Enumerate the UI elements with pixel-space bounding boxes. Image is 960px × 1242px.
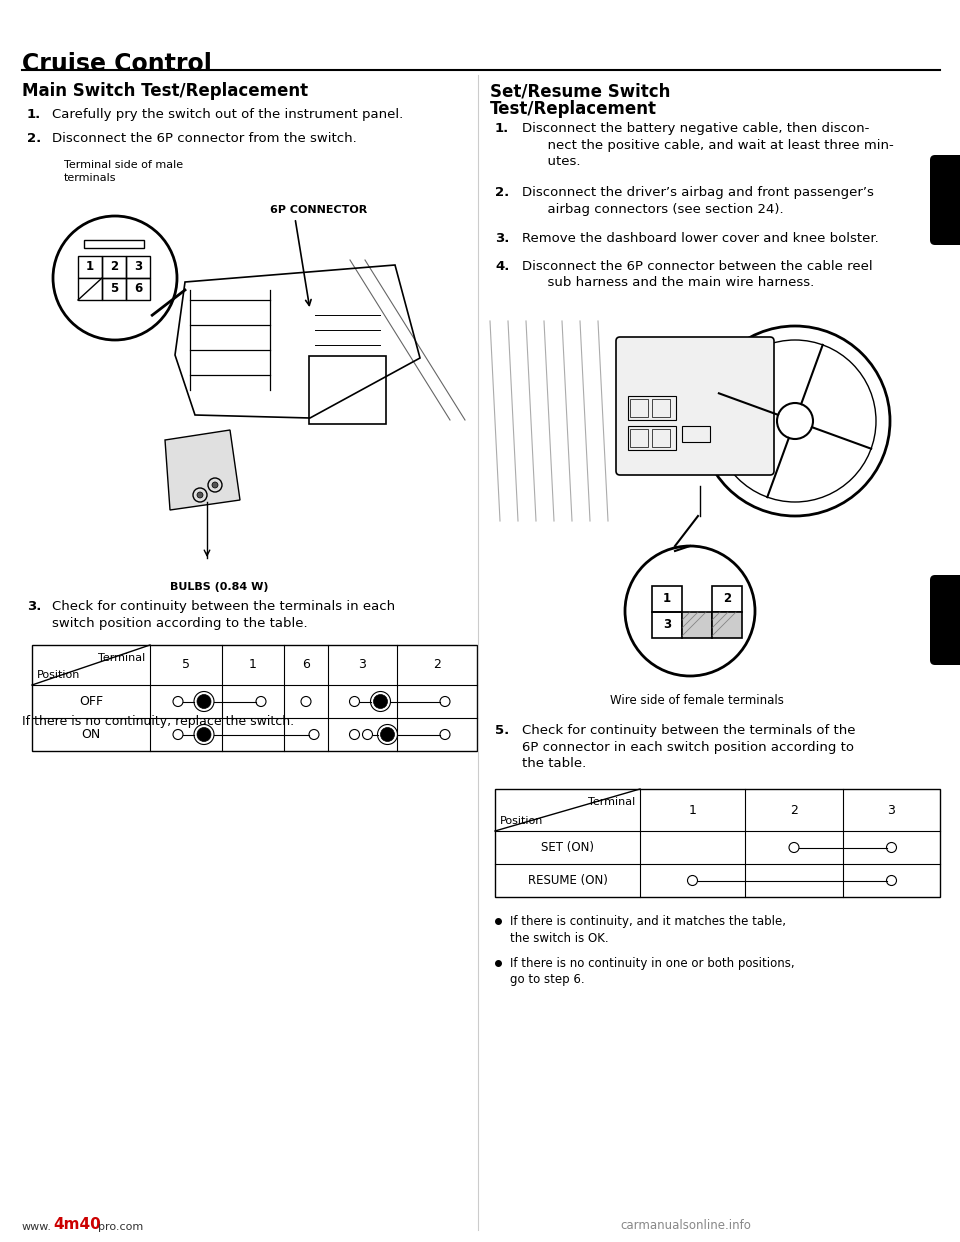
Bar [682, 612, 712, 638]
Bar [126, 278, 150, 301]
Text: If there is no continuity, replace the switch.: If there is no continuity, replace the s… [22, 715, 294, 728]
Text: Wire side of female terminals: Wire side of female terminals [610, 694, 784, 707]
Text: Terminal: Terminal [98, 653, 145, 663]
Text: 3.: 3. [27, 600, 41, 614]
Text: Check for continuity between the terminals of the
6P connector in each switch po: Check for continuity between the termina… [522, 724, 855, 770]
Bar [652, 586, 682, 612]
Bar [495, 789, 940, 897]
Text: 2: 2 [723, 592, 732, 606]
Text: 2.: 2. [495, 186, 509, 199]
Text: Disconnect the battery negative cable, then discon-
      nect the positive cabl: Disconnect the battery negative cable, t… [522, 122, 894, 168]
Circle shape [380, 728, 395, 741]
Text: 1: 1 [663, 592, 671, 606]
Bar [652, 612, 682, 638]
Circle shape [197, 728, 211, 741]
Text: 2.: 2. [27, 132, 41, 145]
Text: OFF: OFF [79, 696, 103, 708]
Text: carmanualsonline.info: carmanualsonline.info [620, 1218, 751, 1232]
Bar [630, 399, 648, 417]
Bar [630, 428, 648, 447]
Text: 3.: 3. [495, 232, 510, 245]
Circle shape [625, 546, 755, 676]
Text: 5.: 5. [495, 724, 509, 737]
Text: www.: www. [22, 1222, 52, 1232]
Text: 3: 3 [888, 804, 896, 816]
Text: pro.com: pro.com [98, 1222, 143, 1232]
FancyBboxPatch shape [616, 337, 774, 474]
Text: 6: 6 [133, 282, 142, 296]
Circle shape [212, 482, 218, 488]
Text: BULBS (0.84 W): BULBS (0.84 W) [170, 582, 269, 592]
Bar [78, 256, 102, 278]
Text: Set/Resume Switch: Set/Resume Switch [490, 82, 670, 101]
Text: Terminal side of male
terminals: Terminal side of male terminals [64, 160, 183, 184]
Bar [712, 586, 742, 612]
Text: SET (ON): SET (ON) [541, 841, 594, 854]
Text: 1.: 1. [495, 122, 509, 135]
Text: 4.: 4. [495, 260, 510, 273]
Text: 1: 1 [86, 261, 94, 273]
Text: 6P CONNECTOR: 6P CONNECTOR [270, 205, 368, 215]
Text: Position: Position [500, 816, 543, 826]
Text: Check for continuity between the terminals in each
switch position according to : Check for continuity between the termina… [52, 600, 396, 630]
Bar [102, 256, 126, 278]
Text: Carefully pry the switch out of the instrument panel.: Carefully pry the switch out of the inst… [52, 108, 403, 120]
Circle shape [373, 694, 388, 708]
Bar [126, 256, 150, 278]
Text: 5: 5 [109, 282, 118, 296]
Text: 1: 1 [688, 804, 696, 816]
FancyBboxPatch shape [930, 575, 960, 664]
Text: Disconnect the 6P connector from the switch.: Disconnect the 6P connector from the swi… [52, 132, 357, 145]
Text: Position: Position [37, 669, 81, 681]
Text: Remove the dashboard lower cover and knee bolster.: Remove the dashboard lower cover and kne… [522, 232, 878, 245]
Text: RESUME (ON): RESUME (ON) [528, 874, 608, 887]
Text: Disconnect the driver’s airbag and front passenger’s
      airbag connectors (se: Disconnect the driver’s airbag and front… [522, 186, 874, 216]
Circle shape [197, 492, 203, 498]
Text: 2: 2 [110, 261, 118, 273]
Bar [628, 396, 676, 420]
Text: 3: 3 [359, 658, 367, 672]
Bar [78, 278, 102, 301]
Text: Main Switch Test/Replacement: Main Switch Test/Replacement [22, 82, 308, 101]
Bar [32, 645, 477, 751]
Bar [628, 426, 676, 450]
Text: Cruise Control: Cruise Control [22, 52, 212, 76]
FancyBboxPatch shape [930, 155, 960, 245]
Text: Disconnect the 6P connector between the cable reel
      sub harness and the mai: Disconnect the 6P connector between the … [522, 260, 873, 289]
Circle shape [53, 216, 177, 340]
Polygon shape [165, 430, 240, 510]
Text: 1: 1 [249, 658, 257, 672]
Text: 6: 6 [302, 658, 310, 672]
Text: 4m40: 4m40 [53, 1217, 101, 1232]
Bar [84, 240, 144, 248]
Bar [712, 612, 742, 638]
Text: If there is no continuity in one or both positions,
go to step 6.: If there is no continuity in one or both… [510, 958, 795, 986]
Text: 3: 3 [134, 261, 142, 273]
Text: Terminal: Terminal [588, 797, 635, 807]
Bar [652, 428, 670, 447]
Text: 5: 5 [182, 658, 190, 672]
Bar [652, 399, 670, 417]
Text: 3: 3 [663, 619, 671, 631]
Text: Test/Replacement: Test/Replacement [490, 101, 657, 118]
Text: 1.: 1. [27, 108, 41, 120]
Circle shape [197, 694, 211, 708]
Text: 2: 2 [790, 804, 798, 816]
Bar [682, 426, 710, 442]
Text: If there is continuity, and it matches the table,
the switch is OK.: If there is continuity, and it matches t… [510, 915, 786, 944]
Bar [102, 278, 126, 301]
Text: ON: ON [82, 728, 101, 741]
Text: 2: 2 [433, 658, 441, 672]
